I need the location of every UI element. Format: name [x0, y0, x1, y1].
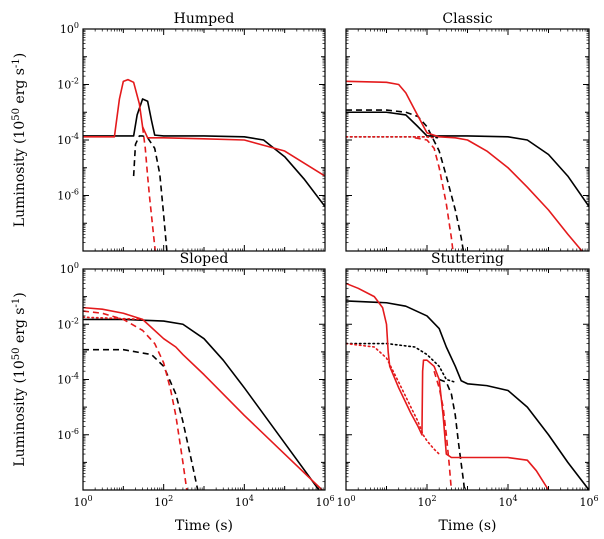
- y-tick-label: 10-6: [57, 188, 79, 203]
- series-line-2: [346, 109, 465, 251]
- y-tick-label: 100: [60, 21, 79, 36]
- series-line-5: [433, 370, 453, 490]
- panel-title: Stuttering: [431, 251, 504, 267]
- x-tick-label: 100: [336, 494, 355, 509]
- series-line-6: [346, 136, 435, 139]
- series-line-3: [346, 342, 457, 383]
- panel-sloped: Sloped 100 10-2 10-4 10-6 100 102 104 106 Time (s…: [11, 251, 335, 534]
- series-line-1: [83, 318, 320, 490]
- series-line-4: [83, 310, 188, 490]
- x-tick-label: 100: [73, 494, 92, 509]
- series-line-5: [414, 137, 454, 251]
- series-line-3: [83, 78, 325, 177]
- series-line-4: [346, 282, 550, 490]
- panel-title: Classic: [442, 11, 492, 27]
- x-tick-label: 104: [235, 494, 254, 509]
- axes-frame: [82, 28, 326, 252]
- y-axis-label: Luminosity (1050 erg s-1): [11, 53, 28, 227]
- series-line-2: [438, 378, 466, 490]
- x-axis-label: Time (s): [175, 518, 233, 534]
- series-line-1: [83, 98, 325, 208]
- panel-humped: Humped 100 10-2 10-4 10-6 Luminosity (1050 er…: [11, 11, 326, 252]
- series-line-6: [346, 342, 440, 455]
- y-tick-label: 10-6: [57, 427, 79, 442]
- series-line-2: [132, 135, 168, 251]
- y-tick-label: 10-2: [57, 316, 79, 331]
- x-tick-label: 104: [498, 494, 517, 509]
- y-tick-label: 10-4: [57, 372, 79, 387]
- series-line-4: [346, 80, 583, 251]
- y-axis-label: Luminosity (1050 erg s-1): [11, 292, 28, 466]
- x-tick-label: 102: [417, 494, 436, 509]
- series-group: [346, 80, 589, 251]
- x-axis-label: Time (s): [439, 518, 497, 534]
- y-tick-label: 100: [60, 261, 79, 276]
- series-line-5: [83, 316, 144, 321]
- x-tick-label: 102: [154, 494, 173, 509]
- series-line-1: [346, 111, 589, 207]
- panel-title: Sloped: [180, 251, 229, 267]
- series-line-4: [141, 126, 157, 251]
- y-tick-label: 10-2: [57, 77, 79, 92]
- panel-title: Humped: [174, 11, 235, 27]
- panel-classic: Classic: [345, 11, 590, 252]
- series-line-3: [83, 306, 324, 490]
- panel-stuttering: Stuttering 100 102 104 106 Time (s): [336, 251, 598, 534]
- series-group: [83, 78, 325, 251]
- series-line-2: [83, 348, 199, 490]
- series-group: [346, 282, 589, 490]
- series-line-1: [346, 300, 589, 490]
- x-tick-label: 106: [579, 494, 598, 509]
- series-group: [83, 306, 324, 490]
- x-tick-label: 106: [315, 494, 334, 509]
- y-tick-label: 10-4: [57, 132, 79, 147]
